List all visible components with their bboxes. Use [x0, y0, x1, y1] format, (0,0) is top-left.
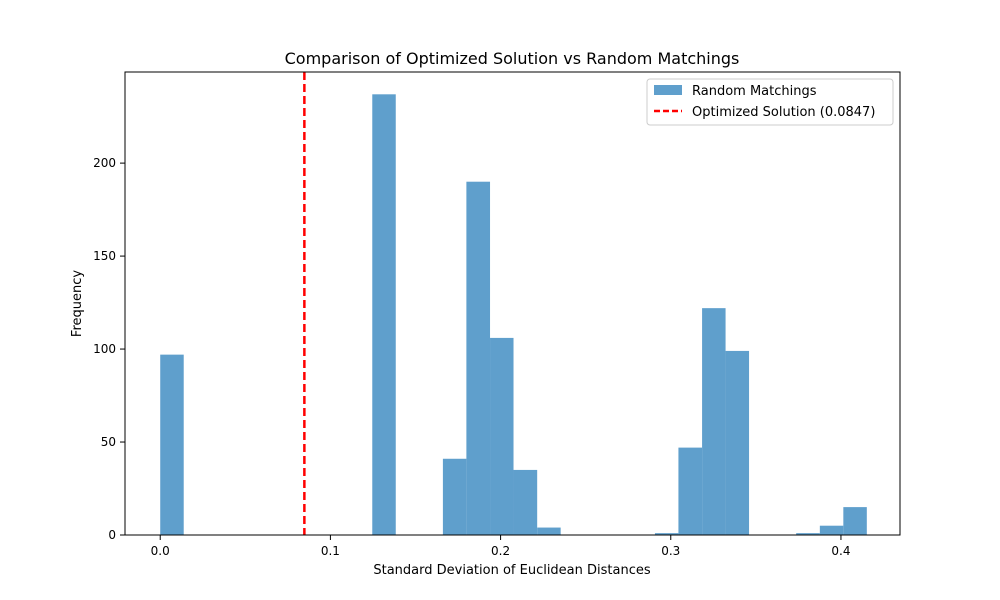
legend-swatch-random-matchings	[654, 85, 682, 95]
histogram-bar	[796, 533, 820, 535]
y-tick-label: 0	[108, 528, 116, 542]
x-axis-ticks: 0.0 0.1 0.2 0.3 0.4	[151, 535, 850, 558]
histogram-bar	[513, 469, 538, 535]
histogram-bar	[537, 527, 561, 535]
legend-box	[646, 78, 894, 126]
y-axis-ticks: 0 50 100 150 200	[93, 156, 125, 542]
histogram-bar	[678, 447, 703, 535]
legend-label-optimized-solution: Optimized Solution (0.0847)	[692, 105, 875, 120]
histogram-bar	[819, 525, 844, 535]
histogram-bar	[372, 94, 396, 535]
histogram-bar	[160, 354, 184, 535]
x-tick-label: 0.3	[661, 544, 680, 558]
histogram-bar	[466, 181, 491, 535]
y-tick-label: 100	[93, 342, 116, 356]
histogram-bar	[654, 533, 679, 535]
legend-label-random-matchings: Random Matchings	[692, 84, 817, 99]
y-tick-label: 200	[93, 156, 116, 170]
legend: Random Matchings Optimized Solution (0.0…	[646, 78, 894, 126]
chart-title: Comparison of Optimized Solution vs Rand…	[285, 49, 740, 68]
y-tick-label: 150	[93, 249, 116, 263]
histogram-bar	[725, 350, 750, 535]
x-tick-label: 0.4	[831, 544, 850, 558]
histogram-bar	[442, 458, 467, 535]
plot-frame	[124, 71, 901, 536]
histogram-bar	[490, 337, 514, 535]
y-tick-label: 50	[101, 435, 116, 449]
x-axis-label: Standard Deviation of Euclidean Distance…	[373, 563, 651, 578]
x-tick-label: 0.1	[321, 544, 340, 558]
histogram-bar	[843, 507, 867, 535]
x-tick-label: 0.0	[151, 544, 170, 558]
x-tick-label: 0.2	[491, 544, 510, 558]
histogram-bar	[702, 308, 726, 535]
bars-group	[160, 94, 867, 535]
y-axis-label: Frequency	[70, 270, 85, 337]
